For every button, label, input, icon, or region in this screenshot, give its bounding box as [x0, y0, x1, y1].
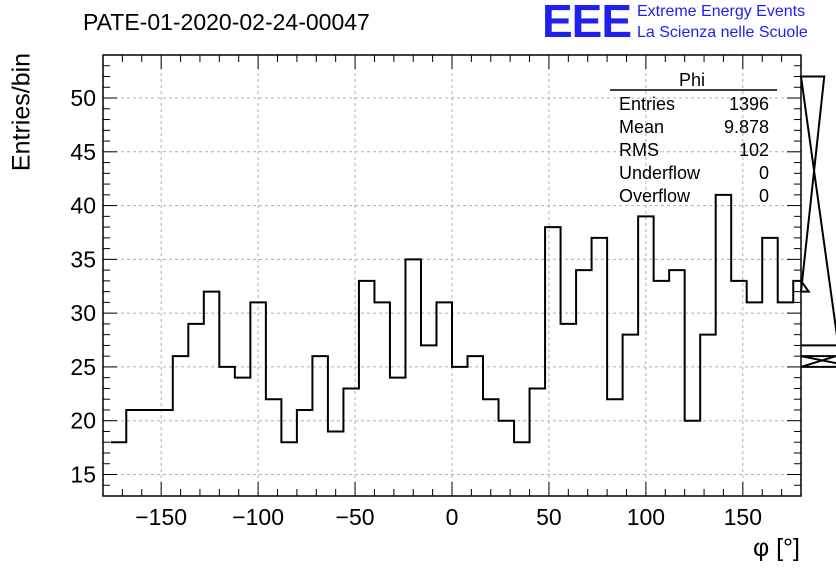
stats-label-rms: RMS	[619, 140, 659, 160]
x-tick-label: 150	[724, 504, 762, 530]
x-tick-label: −50	[336, 504, 375, 530]
y-tick-label: 50	[70, 85, 96, 111]
stats-box-name: Phi	[679, 70, 706, 90]
y-tick-label: 35	[70, 246, 96, 272]
logo-caption-line2: La Scienza nelle Scuole	[637, 24, 808, 41]
y-tick-label: 40	[70, 193, 96, 219]
x-tick-label: 0	[446, 504, 459, 530]
y-tick-label: 30	[70, 300, 96, 326]
stats-label-entries: Entries	[619, 94, 676, 114]
x-tick-label: −150	[135, 504, 187, 530]
histogram-series	[110, 75, 836, 444]
stats-value-mean: 9.878	[723, 117, 769, 137]
stats-label-overflow: Overflow	[619, 186, 691, 206]
logo-caption-line1: Extreme Energy Events	[637, 3, 806, 20]
stats-label-underflow: Underflow	[619, 163, 701, 183]
stats-value-underflow: 0	[758, 163, 769, 183]
stats-value-overflow: 0	[758, 186, 769, 206]
y-tick-label: 15	[70, 461, 96, 487]
y-tick-label: 20	[70, 408, 96, 434]
x-axis-label: φ [°]	[752, 534, 800, 562]
eee-logo: EEE	[542, 0, 632, 47]
x-tick-label: 50	[536, 504, 562, 530]
x-tick-label: −100	[232, 504, 284, 530]
chart-title: PATE-01-2020-02-24-00047	[83, 9, 370, 35]
stats-value-entries: 1396	[728, 94, 769, 114]
stats-value-rms: 102	[738, 140, 769, 160]
y-tick-label: 25	[70, 354, 96, 380]
y-tick-label: 45	[70, 139, 96, 165]
x-tick-label: 100	[627, 504, 665, 530]
stats-label-mean: Mean	[619, 117, 665, 137]
